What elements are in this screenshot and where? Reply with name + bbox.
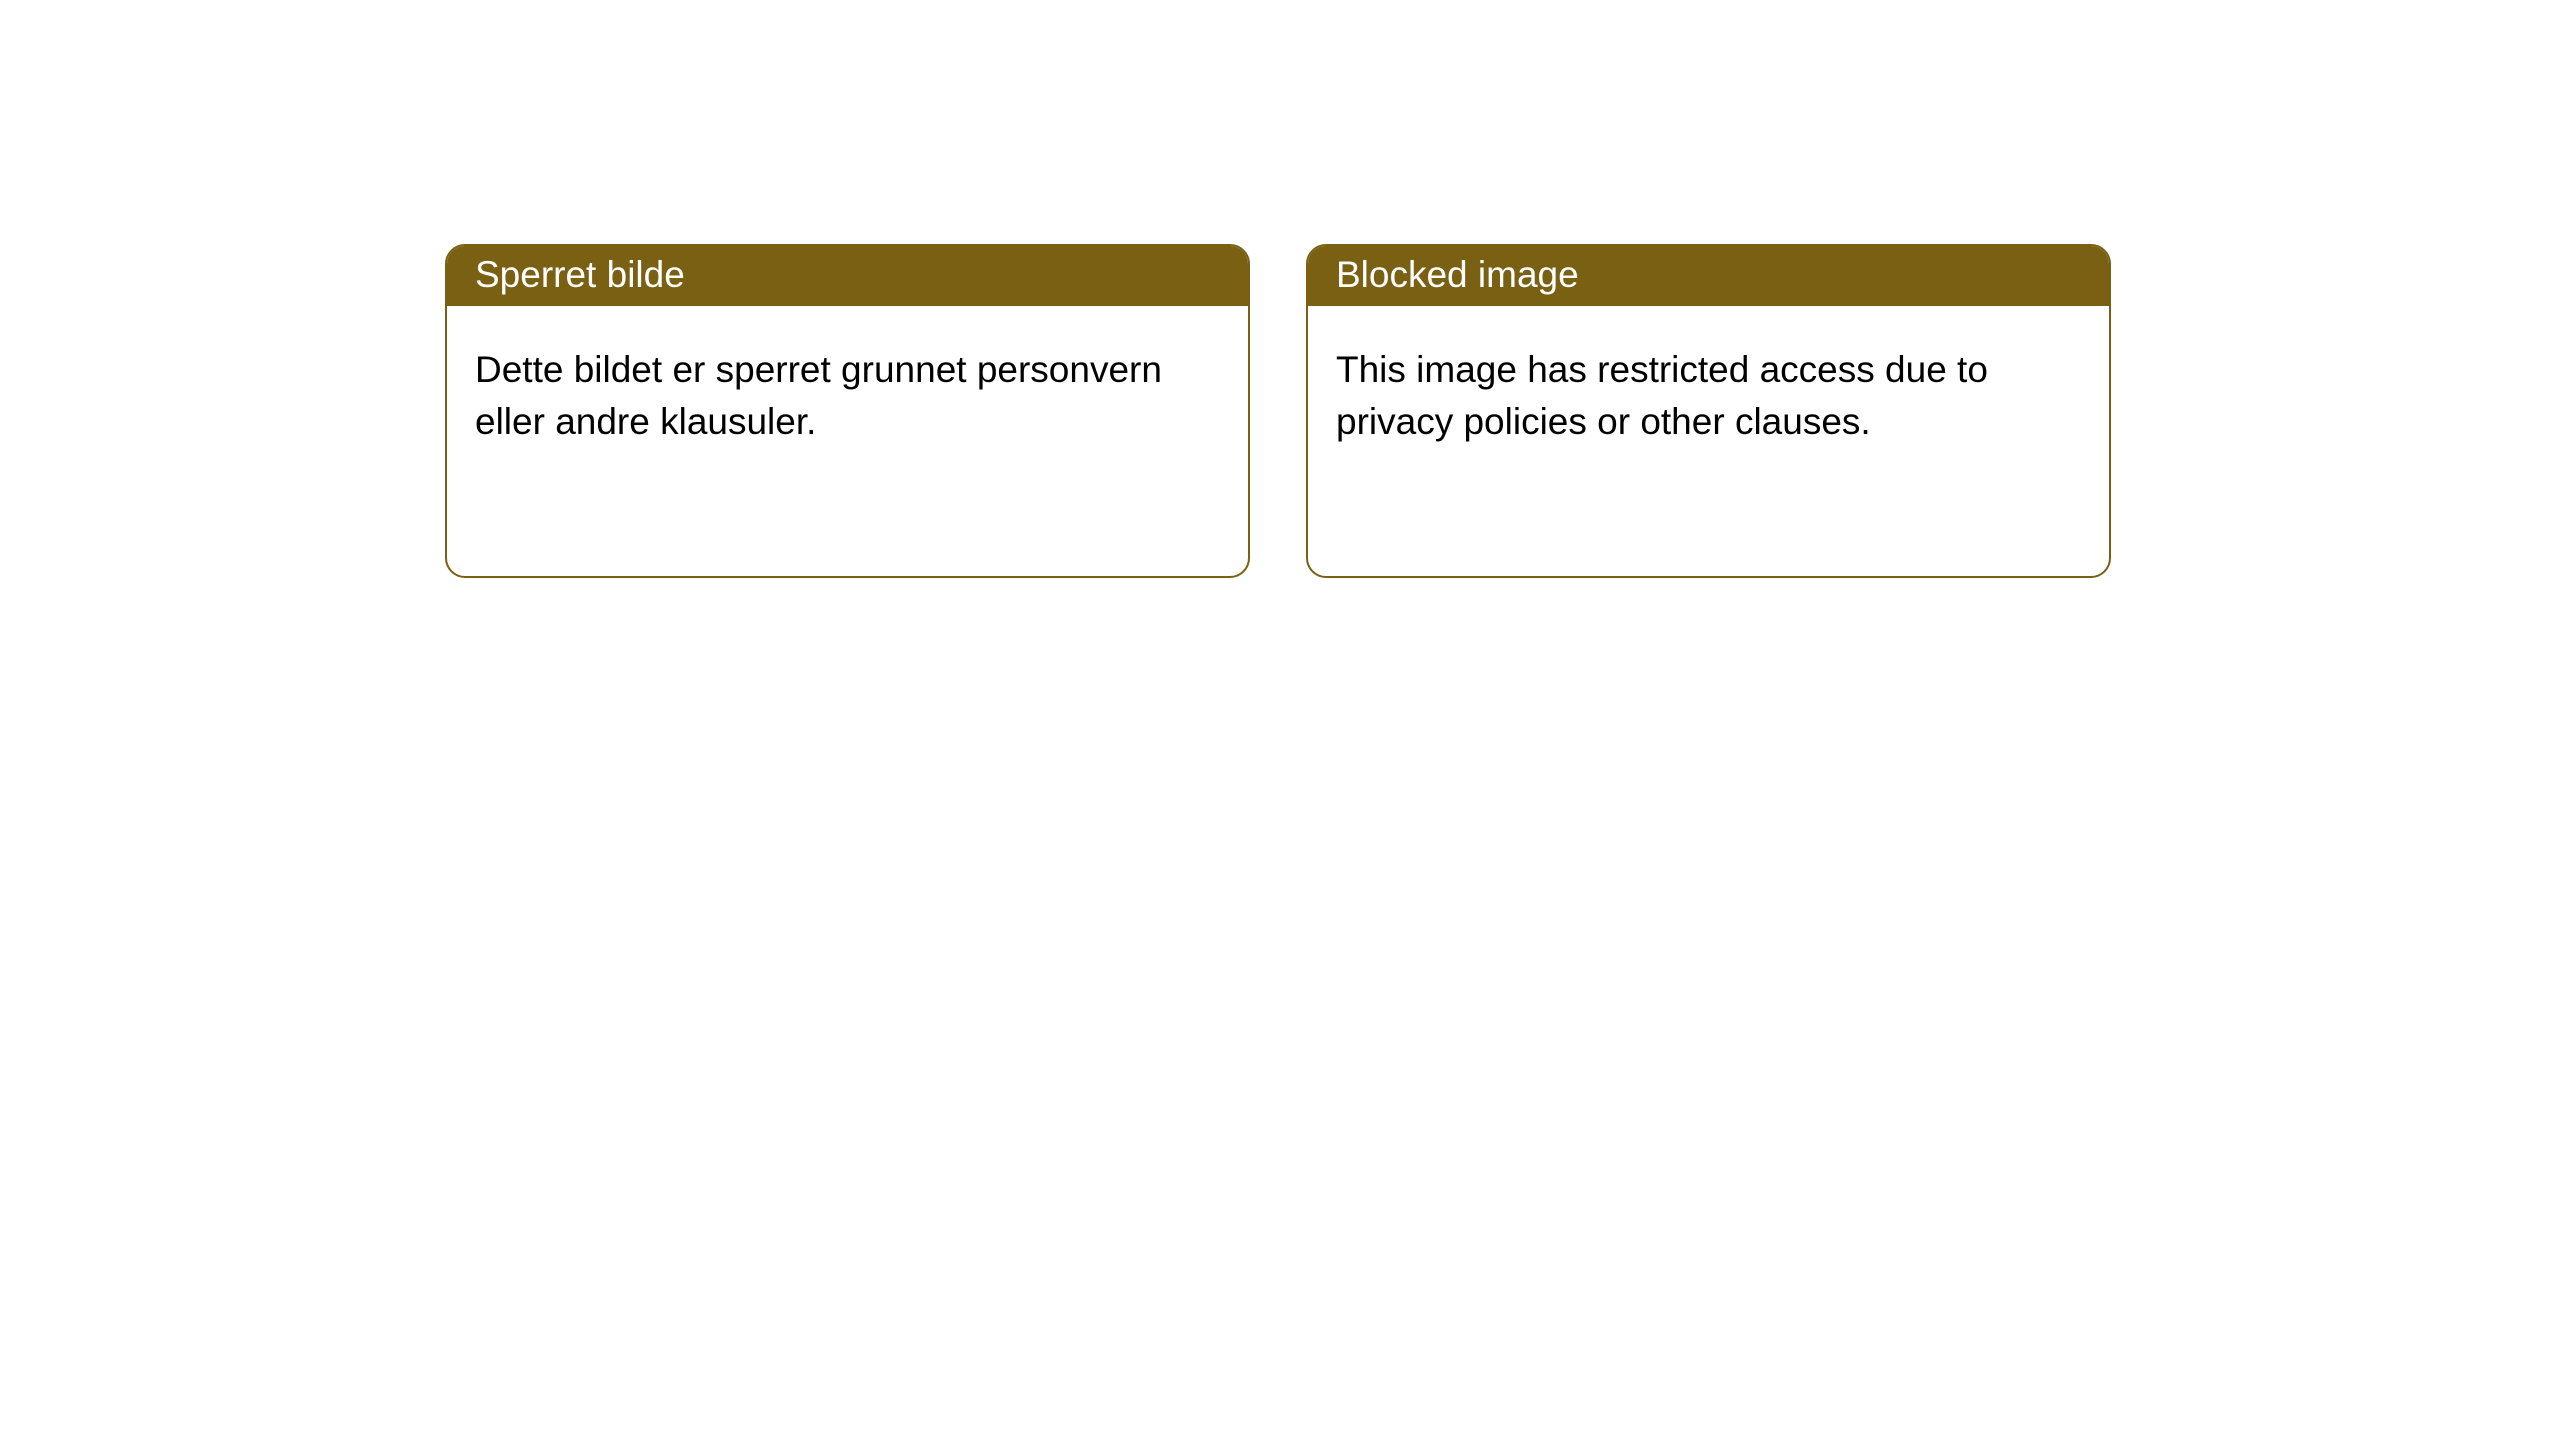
notice-card-title: Sperret bilde	[447, 246, 1248, 306]
notice-card-english: Blocked image This image has restricted …	[1306, 244, 2111, 578]
notice-card-title: Blocked image	[1308, 246, 2109, 306]
notice-card-body: Dette bildet er sperret grunnet personve…	[447, 306, 1248, 486]
notice-container: Sperret bilde Dette bildet er sperret gr…	[0, 0, 2560, 578]
notice-card-body: This image has restricted access due to …	[1308, 306, 2109, 486]
notice-card-norwegian: Sperret bilde Dette bildet er sperret gr…	[445, 244, 1250, 578]
